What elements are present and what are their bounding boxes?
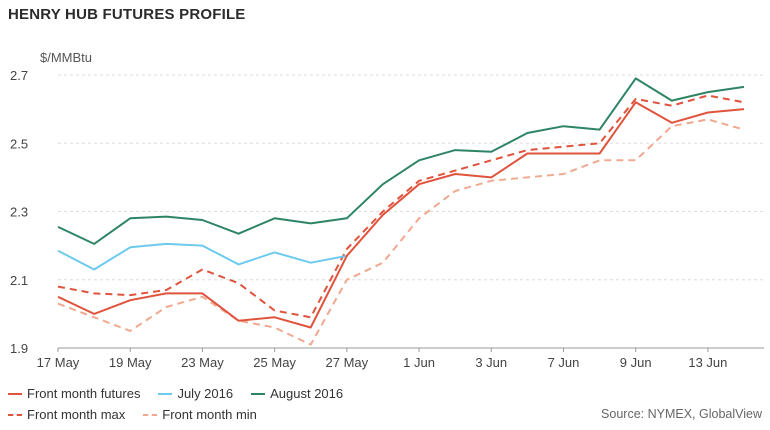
series-line-july-2016 bbox=[57, 242, 347, 271]
legend-label: August 2016 bbox=[270, 386, 344, 401]
legend-item-july-2016: July 2016 bbox=[158, 386, 233, 401]
legend-item-front-month-min: Front month min bbox=[143, 407, 257, 422]
series-line-front-month-min bbox=[57, 118, 745, 346]
x-tick-label: 9 Jun bbox=[620, 355, 652, 370]
source-note: Source: NYMEX, GlobalView bbox=[601, 407, 762, 421]
legend-swatch bbox=[8, 413, 22, 416]
legend-label: Front month max bbox=[27, 407, 126, 422]
legend-swatch bbox=[251, 392, 266, 395]
x-tick-label: 1 Jun bbox=[403, 355, 435, 370]
series-line-front-month-futures bbox=[57, 101, 745, 329]
legend-item-front-month-max: Front month max bbox=[8, 407, 125, 422]
x-tick-label: 3 Jun bbox=[475, 355, 507, 370]
y-tick-label: 2.7 bbox=[10, 68, 28, 83]
y-tick-label: 2.1 bbox=[10, 273, 28, 288]
series-line-front-month-max bbox=[57, 94, 745, 319]
x-tick-label: 19 May bbox=[109, 355, 152, 370]
legend-row-2: Front month max Front month min bbox=[8, 407, 275, 422]
legend-row-1: Front month futures July 2016 August 201… bbox=[8, 386, 361, 401]
legend-swatch bbox=[143, 413, 158, 416]
x-tick-label: 7 Jun bbox=[548, 355, 580, 370]
legend-swatch bbox=[8, 392, 22, 395]
y-axis-label: $/MMBtu bbox=[40, 50, 93, 65]
legend-label: Front month futures bbox=[27, 386, 141, 401]
legend-label: July 2016 bbox=[177, 386, 234, 401]
x-tick-label: 13 Jun bbox=[688, 355, 727, 370]
y-tick-label: 2.3 bbox=[10, 205, 28, 220]
legend-item-front-month-futures: Front month futures bbox=[8, 386, 140, 401]
y-tick-label: 1.9 bbox=[10, 341, 28, 356]
x-tick-label: 23 May bbox=[181, 355, 224, 370]
x-tick-label: 27 May bbox=[326, 355, 369, 370]
legend-item-august-2016: August 2016 bbox=[251, 386, 343, 401]
legend-label: Front month min bbox=[162, 407, 257, 422]
y-tick-label: 2.5 bbox=[10, 136, 28, 151]
x-tick-label: 25 May bbox=[253, 355, 296, 370]
x-tick-label: 17 May bbox=[37, 355, 80, 370]
chart-title: HENRY HUB FUTURES PROFILE bbox=[8, 6, 246, 23]
series-line-august-2016 bbox=[57, 77, 745, 245]
legend-swatch bbox=[158, 392, 173, 395]
